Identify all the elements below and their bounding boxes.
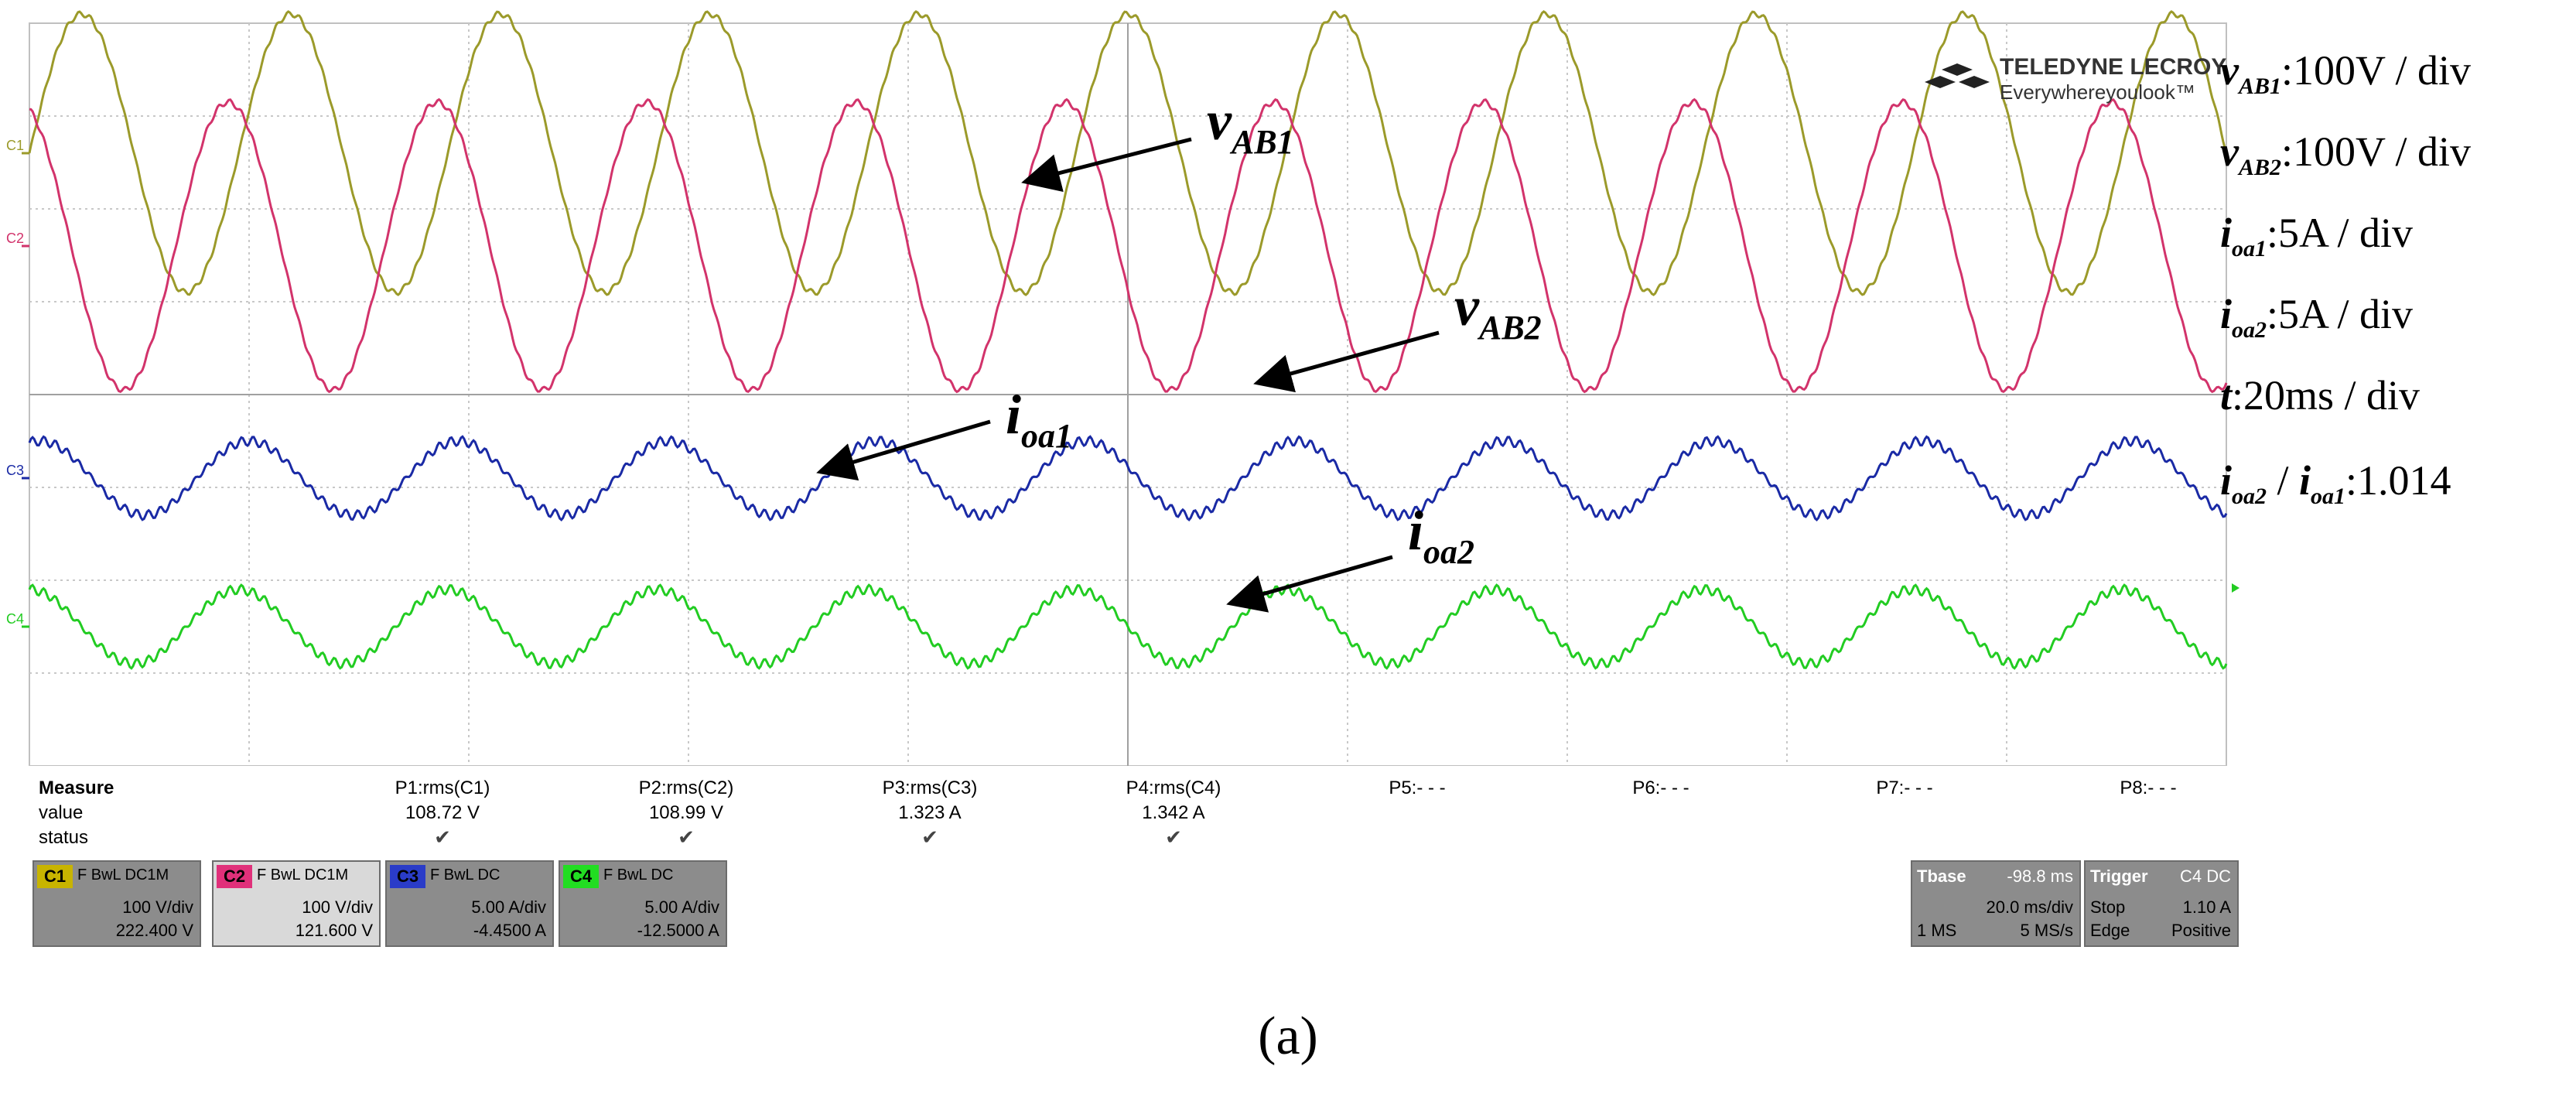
param-status-2: ✔ [678,825,695,849]
param-name-1: P1:rms(C1) [395,778,490,798]
channel-box-c2[interactable]: C2 F BwL DC1M 100 V/div 121.600 V [212,860,381,947]
arrow-ioa2 [1226,555,1393,613]
brand-logo: TELEDYNE LECROY [2000,54,2227,80]
param-value-3: 1.323 A [898,802,962,823]
trigger-slope: Positive [2171,921,2231,940]
trigger-title: Trigger [2090,866,2148,886]
param-value-2: 108.99 V [648,802,724,823]
channel-coupling: F BwL DC1M [257,866,349,884]
channel-vdiv: 5.00 A/div [644,897,719,917]
timebase-box[interactable]: Tbase -98.8 ms 20.0 ms/div 1 MS 5 MS/s [1911,860,2081,947]
channel-offset: -12.5000 A [637,921,719,940]
channel-offset: -4.4500 A [473,921,546,940]
channel-tag: C1 [37,865,73,888]
oscilloscope-display: C1 C2 C3 C4 vAB1 vAB2 ioa1 ioa2 [6,10,2239,766]
channel-coupling: F BwL DC1M [77,866,169,884]
timebase-title: Tbase [1917,866,1966,886]
trace-label-C2: C2 [6,231,24,246]
series-C4 [28,583,2228,670]
arrow-ioa1 [816,419,991,481]
trigger-level-marker [2232,583,2239,593]
trigger-box[interactable]: Trigger C4 DC Stop 1.10 A Edge Positive [2084,860,2239,947]
channel-vdiv: 5.00 A/div [471,897,546,917]
param-value-1: 108.72 V [405,802,480,823]
timebase-tdiv: 20.0 ms/div [1986,897,2074,917]
channel-coupling: F BwL DC [430,866,501,884]
trace-label-C3: C3 [6,463,24,478]
trigger-type: Edge [2090,921,2130,940]
annotation-ioa2: ioa2 [1408,500,1474,571]
measure-row-status: status [39,827,89,848]
channel-tag: C3 [390,865,425,888]
param-name-5: P5:- - - [1389,778,1446,798]
param-name-4: P4:rms(C4) [1126,778,1221,798]
scale-label-4: t:20ms / div [2220,372,2421,419]
param-value-4: 1.342 A [1142,802,1205,823]
param-status-3: ✔ [921,825,938,849]
timebase-delay: -98.8 ms [2007,866,2073,886]
param-name-3: P3:rms(C3) [882,778,978,798]
scale-label-3: ioa2:5A / div [2220,291,2414,343]
param-name-2: P2:rms(C2) [638,778,734,798]
measure-title: Measure [39,778,114,798]
arrow-vab1 [1021,137,1192,193]
channel-box-c1[interactable]: C1 F BwL DC1M 100 V/div 222.400 V [32,860,201,947]
channel-coupling: F BwL DC [603,866,674,884]
series-C2 [29,97,2228,394]
measure-row-value: value [39,802,84,823]
trigger-source: C4 DC [2179,866,2231,886]
channel-vdiv: 100 V/div [122,897,193,917]
arrow-vab2 [1253,330,1440,393]
channel-vdiv: 100 V/div [302,897,373,917]
series-C1 [28,10,2228,296]
channel-offset: 121.600 V [295,921,373,940]
timebase-points: 1 MS [1917,921,1957,940]
param-name-7: P7:- - - [1876,778,1933,798]
annotation-ioa1: ioa1 [1006,384,1072,455]
scale-label-0: vAB1:100V / div [2220,47,2472,99]
annotation-vab1: vAB1 [1207,90,1294,161]
timebase-rate: 5 MS/s [2020,921,2073,940]
trigger-mode: Stop [2090,897,2126,917]
param-name-6: P6:- - - [1632,778,1689,798]
brand-tagline: Everywhereyoulook™ [2000,80,2195,104]
trace-label-C4: C4 [6,611,24,627]
channel-tag: C4 [563,865,599,888]
measure-table: Measure value status P1:rms(C1) 108.72 V ✔… [32,778,2229,855]
scale-label-5: ioa2 / ioa1:1.014 [2220,457,2451,509]
figure-caption: (a) [1258,1007,1318,1066]
annotation-vab2: vAB2 [1454,275,1542,347]
scale-label-1: vAB2:100V / div [2220,128,2472,180]
series-C3 [28,435,2228,522]
scale-label-2: ioa1:5A / div [2220,210,2414,261]
channel-box-c3[interactable]: C3 F BwL DC 5.00 A/div -4.4500 A [385,860,554,947]
waveform-plot: C1 C2 C3 C4 vAB1 vAB2 ioa1 ioa2 [6,10,2239,766]
channel-box-c4[interactable]: C4 F BwL DC 5.00 A/div -12.5000 A [559,860,727,947]
trace-label-C1: C1 [6,138,24,153]
channel-offset: 222.400 V [115,921,193,940]
trigger-level: 1.10 A [2182,897,2231,917]
param-status-1: ✔ [434,825,451,849]
channel-tag: C2 [217,865,252,888]
param-status-4: ✔ [1165,825,1182,849]
teledyne-logo-icon [1925,63,1990,88]
param-name-8: P8:- - - [2120,778,2177,798]
